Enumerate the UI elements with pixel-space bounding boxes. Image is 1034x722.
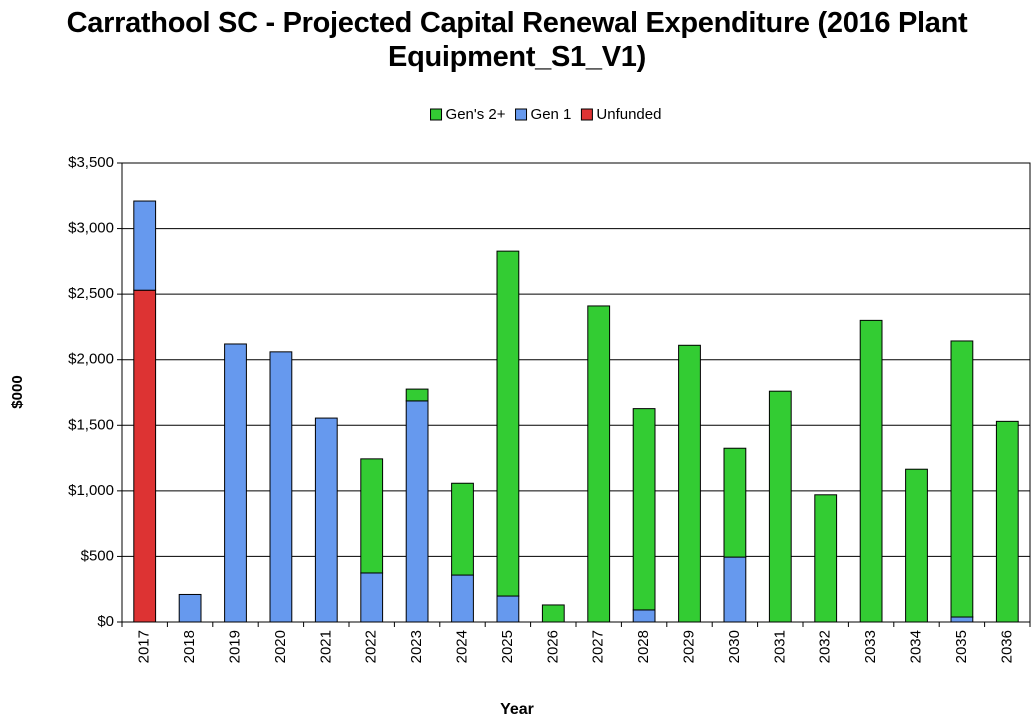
y-tick-label: $3,000 — [68, 220, 114, 237]
bar-segment — [178, 593, 202, 623]
x-tick-label: 2020 — [272, 630, 289, 663]
bar-segment — [269, 351, 293, 623]
bar-segment — [496, 250, 520, 597]
legend-swatch — [515, 108, 528, 121]
y-tick-label: $1,500 — [68, 416, 114, 433]
legend-swatch — [430, 108, 443, 121]
bar-segment — [133, 200, 157, 291]
legend-label: Unfunded — [596, 106, 661, 123]
x-tick-label: 2018 — [181, 630, 198, 663]
x-tick-label: 2021 — [317, 630, 334, 663]
bar-segment — [995, 420, 1019, 623]
bar-segment — [632, 609, 656, 623]
y-tick-label: $500 — [81, 547, 114, 564]
chart-title: Carrathool SC - Projected Capital Renewa… — [66, 7, 968, 73]
x-tick-label: 2027 — [590, 630, 607, 663]
x-tick-label: 2028 — [635, 630, 652, 663]
bar-segment — [405, 388, 429, 402]
bar-segment — [950, 616, 974, 623]
bar-segment — [950, 340, 974, 618]
y-tick-label: $2,500 — [68, 285, 114, 302]
bar-segment — [224, 343, 247, 623]
bar-segment — [632, 408, 656, 611]
bar-segment — [451, 482, 474, 576]
bar-segment — [451, 574, 474, 623]
bar-segment — [360, 458, 384, 574]
x-tick-label: 2019 — [226, 630, 243, 663]
x-axis-label: Year — [500, 701, 534, 718]
x-tick-label: 2035 — [953, 630, 970, 663]
y-tick-label: $0 — [97, 613, 114, 630]
x-tick-label: 2026 — [544, 630, 561, 663]
x-tick-label: 2031 — [771, 630, 788, 663]
bar-segment — [723, 447, 747, 558]
y-tick-label: $2,000 — [68, 351, 114, 368]
x-tick-label: 2025 — [499, 630, 516, 663]
legend-label: Gen 1 — [531, 106, 572, 123]
y-axis-label: $000 — [9, 375, 26, 408]
x-tick-label: 2029 — [680, 630, 697, 663]
bar-segment — [496, 595, 520, 623]
x-tick-label: 2017 — [136, 630, 153, 663]
bar-segment — [723, 556, 747, 623]
bar-segment — [541, 604, 565, 623]
bar-segment — [814, 494, 838, 623]
bar-segment — [587, 305, 611, 623]
bar-segment — [859, 319, 883, 623]
x-tick-label: 2024 — [453, 630, 470, 663]
bar-segment — [678, 344, 701, 623]
plot-border — [121, 162, 1031, 623]
bar-segment — [314, 417, 338, 623]
x-tick-label: 2030 — [726, 630, 743, 663]
legend-swatch — [580, 108, 593, 121]
y-tick-label: $3,500 — [68, 154, 114, 171]
x-tick-label: 2034 — [907, 630, 924, 663]
x-tick-label: 2033 — [862, 630, 879, 663]
bar-segment — [405, 400, 429, 623]
x-tick-label: 2022 — [363, 630, 380, 663]
x-tick-label: 2036 — [998, 630, 1015, 663]
legend-label: Gen's 2+ — [446, 106, 506, 123]
y-tick-label: $1,000 — [68, 482, 114, 499]
bar-segment — [133, 289, 157, 623]
x-tick-label: 2023 — [408, 630, 425, 663]
bar-segment — [905, 468, 928, 623]
bar-segment — [768, 390, 792, 623]
bar-segment — [360, 572, 384, 623]
x-tick-label: 2032 — [817, 630, 834, 663]
